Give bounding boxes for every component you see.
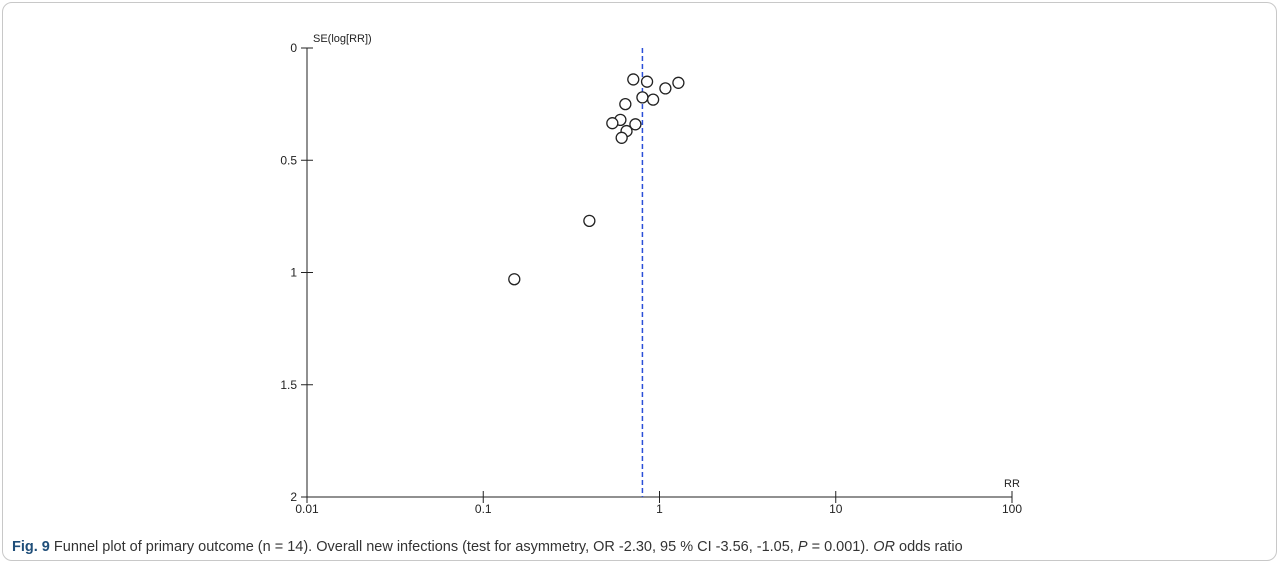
- caption-or-abbr: OR: [873, 539, 895, 555]
- study-point: [629, 118, 642, 131]
- study-point: [640, 75, 654, 88]
- study-point: [508, 273, 521, 286]
- study-point: [646, 93, 660, 106]
- x-tick-label: 100: [1002, 502, 1022, 516]
- y-tick-label: 2: [290, 490, 297, 504]
- y-tick-label: 1: [290, 266, 297, 280]
- x-axis-title: RR: [1004, 478, 1020, 490]
- y-tick-label: 1.5: [280, 378, 297, 392]
- x-tick-label: 10: [829, 502, 843, 516]
- caption-text-1: Funnel plot of primary outcome (n = 14).…: [49, 539, 798, 555]
- study-point: [636, 91, 649, 104]
- funnel-plot: 0 0.5 1 1.5 20.01 0.1 1 10 100 SE(log[RR]) RR: [280, 33, 1022, 516]
- y-tick-label: 0.5: [280, 153, 297, 167]
- study-point: [583, 214, 596, 228]
- study-point: [619, 97, 632, 111]
- study-point: [627, 73, 640, 86]
- study-point: [659, 82, 672, 95]
- x-tick-label: 0.01: [295, 502, 319, 516]
- study-point: [615, 131, 628, 144]
- points-group: [508, 73, 685, 286]
- caption-text-3: odds ratio: [895, 539, 963, 555]
- x-tick-label: 1: [656, 502, 663, 516]
- caption-text-2: = 0.001).: [807, 539, 874, 555]
- caption-p-symbol: P: [797, 539, 808, 555]
- figure-caption: Fig. 9 Funnel plot of primary outcome (n…: [12, 539, 1277, 555]
- study-point: [672, 76, 685, 89]
- axes: 0 0.5 1 1.5 20.01 0.1 1 10 100 SE(log[RR]) RR: [280, 33, 1022, 516]
- study-point: [606, 117, 619, 130]
- y-axis-title: SE(log[RR]): [313, 33, 372, 45]
- figure-label: Fig. 9: [12, 539, 50, 555]
- y-tick-label: 0: [290, 41, 297, 55]
- x-tick-label: 0.1: [475, 502, 492, 516]
